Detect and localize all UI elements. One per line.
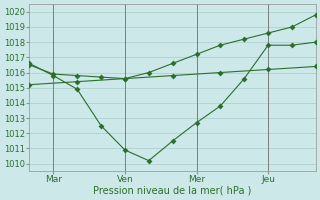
X-axis label: Pression niveau de la mer( hPa ): Pression niveau de la mer( hPa )	[93, 186, 252, 196]
